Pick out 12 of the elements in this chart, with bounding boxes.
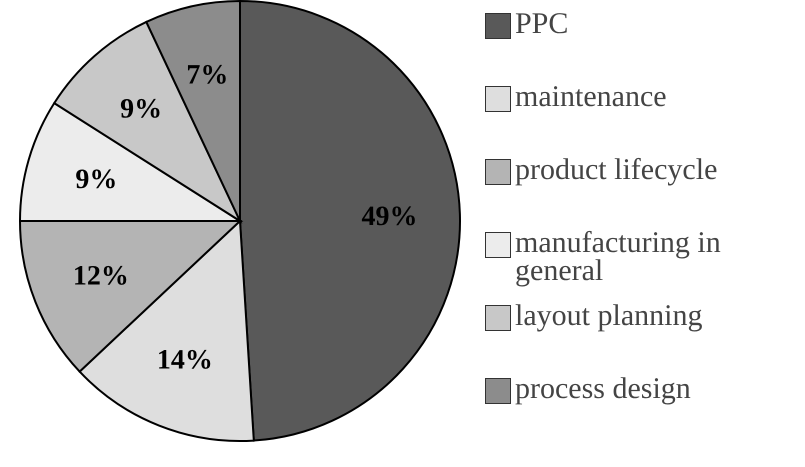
legend-label: process design xyxy=(515,372,691,405)
data-label: 49% xyxy=(362,200,418,232)
legend-label: product lifecycle xyxy=(515,153,718,186)
data-label: 7% xyxy=(186,60,228,91)
legend-label: layout planning xyxy=(515,299,702,332)
legend-label: PPC xyxy=(515,7,568,40)
data-label: 9% xyxy=(120,93,162,124)
data-label: 12% xyxy=(72,260,129,292)
legend-label: maintenance xyxy=(515,80,667,113)
data-label: 14% xyxy=(156,344,213,376)
legend-label: manufacturing in general xyxy=(515,226,722,287)
data-label: 9% xyxy=(75,164,118,195)
